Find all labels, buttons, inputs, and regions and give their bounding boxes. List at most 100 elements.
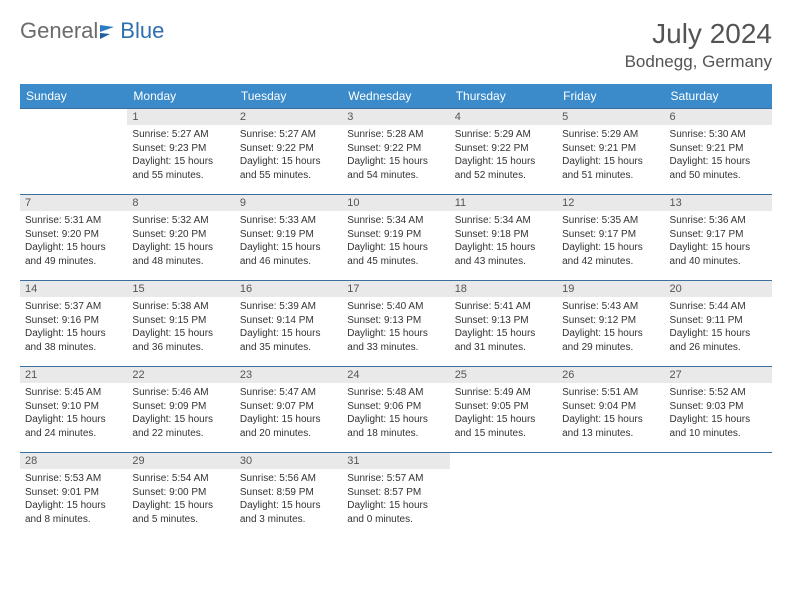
- daylight-text: Daylight: 15 hours: [240, 155, 337, 169]
- calendar-day-cell: 6Sunrise: 5:30 AMSunset: 9:21 PMDaylight…: [665, 109, 772, 195]
- day-details: Sunrise: 5:37 AMSunset: 9:16 PMDaylight:…: [20, 297, 127, 358]
- calendar-day-cell: 24Sunrise: 5:48 AMSunset: 9:06 PMDayligh…: [342, 367, 449, 453]
- sunset-text: Sunset: 9:01 PM: [25, 486, 122, 500]
- logo: General Blue: [20, 18, 164, 44]
- day-number: 28: [20, 453, 127, 469]
- day-number: 31: [342, 453, 449, 469]
- calendar-week-row: 7Sunrise: 5:31 AMSunset: 9:20 PMDaylight…: [20, 195, 772, 281]
- daylight-text: Daylight: 15 hours: [25, 327, 122, 341]
- day-number: 22: [127, 367, 234, 383]
- sunrise-text: Sunrise: 5:52 AM: [670, 386, 767, 400]
- day-details: Sunrise: 5:34 AMSunset: 9:18 PMDaylight:…: [450, 211, 557, 272]
- day-number: 25: [450, 367, 557, 383]
- sunset-text: Sunset: 9:13 PM: [455, 314, 552, 328]
- daylight-text: Daylight: 15 hours: [455, 241, 552, 255]
- sunrise-text: Sunrise: 5:35 AM: [562, 214, 659, 228]
- day-details: Sunrise: 5:38 AMSunset: 9:15 PMDaylight:…: [127, 297, 234, 358]
- day-details: Sunrise: 5:28 AMSunset: 9:22 PMDaylight:…: [342, 125, 449, 186]
- daylight-text: and 55 minutes.: [132, 169, 229, 183]
- weekday-header: Tuesday: [235, 84, 342, 109]
- day-details: Sunrise: 5:36 AMSunset: 9:17 PMDaylight:…: [665, 211, 772, 272]
- daylight-text: and 48 minutes.: [132, 255, 229, 269]
- day-number: 7: [20, 195, 127, 211]
- day-details: Sunrise: 5:57 AMSunset: 8:57 PMDaylight:…: [342, 469, 449, 530]
- sunrise-text: Sunrise: 5:33 AM: [240, 214, 337, 228]
- calendar-day-cell: 1Sunrise: 5:27 AMSunset: 9:23 PMDaylight…: [127, 109, 234, 195]
- calendar-day-cell: 14Sunrise: 5:37 AMSunset: 9:16 PMDayligh…: [20, 281, 127, 367]
- calendar-week-row: 14Sunrise: 5:37 AMSunset: 9:16 PMDayligh…: [20, 281, 772, 367]
- daylight-text: and 13 minutes.: [562, 427, 659, 441]
- day-number: 9: [235, 195, 342, 211]
- sunrise-text: Sunrise: 5:27 AM: [240, 128, 337, 142]
- calendar-day-cell: 11Sunrise: 5:34 AMSunset: 9:18 PMDayligh…: [450, 195, 557, 281]
- sunrise-text: Sunrise: 5:30 AM: [670, 128, 767, 142]
- sunrise-text: Sunrise: 5:29 AM: [562, 128, 659, 142]
- daylight-text: and 31 minutes.: [455, 341, 552, 355]
- daylight-text: Daylight: 15 hours: [562, 241, 659, 255]
- sunset-text: Sunset: 9:19 PM: [347, 228, 444, 242]
- sunrise-text: Sunrise: 5:41 AM: [455, 300, 552, 314]
- day-details: Sunrise: 5:39 AMSunset: 9:14 PMDaylight:…: [235, 297, 342, 358]
- day-details: Sunrise: 5:53 AMSunset: 9:01 PMDaylight:…: [20, 469, 127, 530]
- calendar-day-cell: 13Sunrise: 5:36 AMSunset: 9:17 PMDayligh…: [665, 195, 772, 281]
- sunrise-text: Sunrise: 5:57 AM: [347, 472, 444, 486]
- sunset-text: Sunset: 9:19 PM: [240, 228, 337, 242]
- daylight-text: and 40 minutes.: [670, 255, 767, 269]
- calendar-day-cell: 4Sunrise: 5:29 AMSunset: 9:22 PMDaylight…: [450, 109, 557, 195]
- day-details: Sunrise: 5:30 AMSunset: 9:21 PMDaylight:…: [665, 125, 772, 186]
- calendar-week-row: 28Sunrise: 5:53 AMSunset: 9:01 PMDayligh…: [20, 453, 772, 539]
- daylight-text: Daylight: 15 hours: [347, 327, 444, 341]
- logo-text-2: Blue: [120, 18, 164, 44]
- day-number: 23: [235, 367, 342, 383]
- sunset-text: Sunset: 9:20 PM: [25, 228, 122, 242]
- daylight-text: Daylight: 15 hours: [670, 413, 767, 427]
- day-number: 16: [235, 281, 342, 297]
- daylight-text: and 10 minutes.: [670, 427, 767, 441]
- calendar-day-cell: 29Sunrise: 5:54 AMSunset: 9:00 PMDayligh…: [127, 453, 234, 539]
- daylight-text: Daylight: 15 hours: [240, 327, 337, 341]
- calendar-day-cell: 17Sunrise: 5:40 AMSunset: 9:13 PMDayligh…: [342, 281, 449, 367]
- daylight-text: Daylight: 15 hours: [347, 155, 444, 169]
- day-details: Sunrise: 5:51 AMSunset: 9:04 PMDaylight:…: [557, 383, 664, 444]
- day-number: 26: [557, 367, 664, 383]
- daylight-text: and 54 minutes.: [347, 169, 444, 183]
- daylight-text: Daylight: 15 hours: [347, 241, 444, 255]
- day-details: Sunrise: 5:40 AMSunset: 9:13 PMDaylight:…: [342, 297, 449, 358]
- day-details: Sunrise: 5:56 AMSunset: 8:59 PMDaylight:…: [235, 469, 342, 530]
- calendar-day-cell: 31Sunrise: 5:57 AMSunset: 8:57 PMDayligh…: [342, 453, 449, 539]
- daylight-text: and 24 minutes.: [25, 427, 122, 441]
- daylight-text: and 46 minutes.: [240, 255, 337, 269]
- daylight-text: and 33 minutes.: [347, 341, 444, 355]
- calendar-day-cell: 30Sunrise: 5:56 AMSunset: 8:59 PMDayligh…: [235, 453, 342, 539]
- sunrise-text: Sunrise: 5:38 AM: [132, 300, 229, 314]
- sunrise-text: Sunrise: 5:49 AM: [455, 386, 552, 400]
- day-details: Sunrise: 5:49 AMSunset: 9:05 PMDaylight:…: [450, 383, 557, 444]
- daylight-text: Daylight: 15 hours: [240, 499, 337, 513]
- daylight-text: Daylight: 15 hours: [347, 413, 444, 427]
- sunset-text: Sunset: 9:04 PM: [562, 400, 659, 414]
- daylight-text: and 29 minutes.: [562, 341, 659, 355]
- sunset-text: Sunset: 9:20 PM: [132, 228, 229, 242]
- calendar-day-cell: 23Sunrise: 5:47 AMSunset: 9:07 PMDayligh…: [235, 367, 342, 453]
- daylight-text: and 5 minutes.: [132, 513, 229, 527]
- daylight-text: Daylight: 15 hours: [562, 327, 659, 341]
- daylight-text: and 51 minutes.: [562, 169, 659, 183]
- day-number: 19: [557, 281, 664, 297]
- header: General Blue July 2024 Bodnegg, Germany: [20, 18, 772, 72]
- calendar-header-row: SundayMondayTuesdayWednesdayThursdayFrid…: [20, 84, 772, 109]
- sunset-text: Sunset: 9:09 PM: [132, 400, 229, 414]
- sunrise-text: Sunrise: 5:40 AM: [347, 300, 444, 314]
- day-number: 5: [557, 109, 664, 125]
- calendar-day-cell: 15Sunrise: 5:38 AMSunset: 9:15 PMDayligh…: [127, 281, 234, 367]
- sunrise-text: Sunrise: 5:51 AM: [562, 386, 659, 400]
- day-number: 24: [342, 367, 449, 383]
- daylight-text: Daylight: 15 hours: [562, 413, 659, 427]
- day-details: Sunrise: 5:44 AMSunset: 9:11 PMDaylight:…: [665, 297, 772, 358]
- sunset-text: Sunset: 9:06 PM: [347, 400, 444, 414]
- day-details: Sunrise: 5:48 AMSunset: 9:06 PMDaylight:…: [342, 383, 449, 444]
- title-block: July 2024 Bodnegg, Germany: [625, 18, 772, 72]
- daylight-text: and 15 minutes.: [455, 427, 552, 441]
- daylight-text: and 55 minutes.: [240, 169, 337, 183]
- daylight-text: and 3 minutes.: [240, 513, 337, 527]
- day-number: 11: [450, 195, 557, 211]
